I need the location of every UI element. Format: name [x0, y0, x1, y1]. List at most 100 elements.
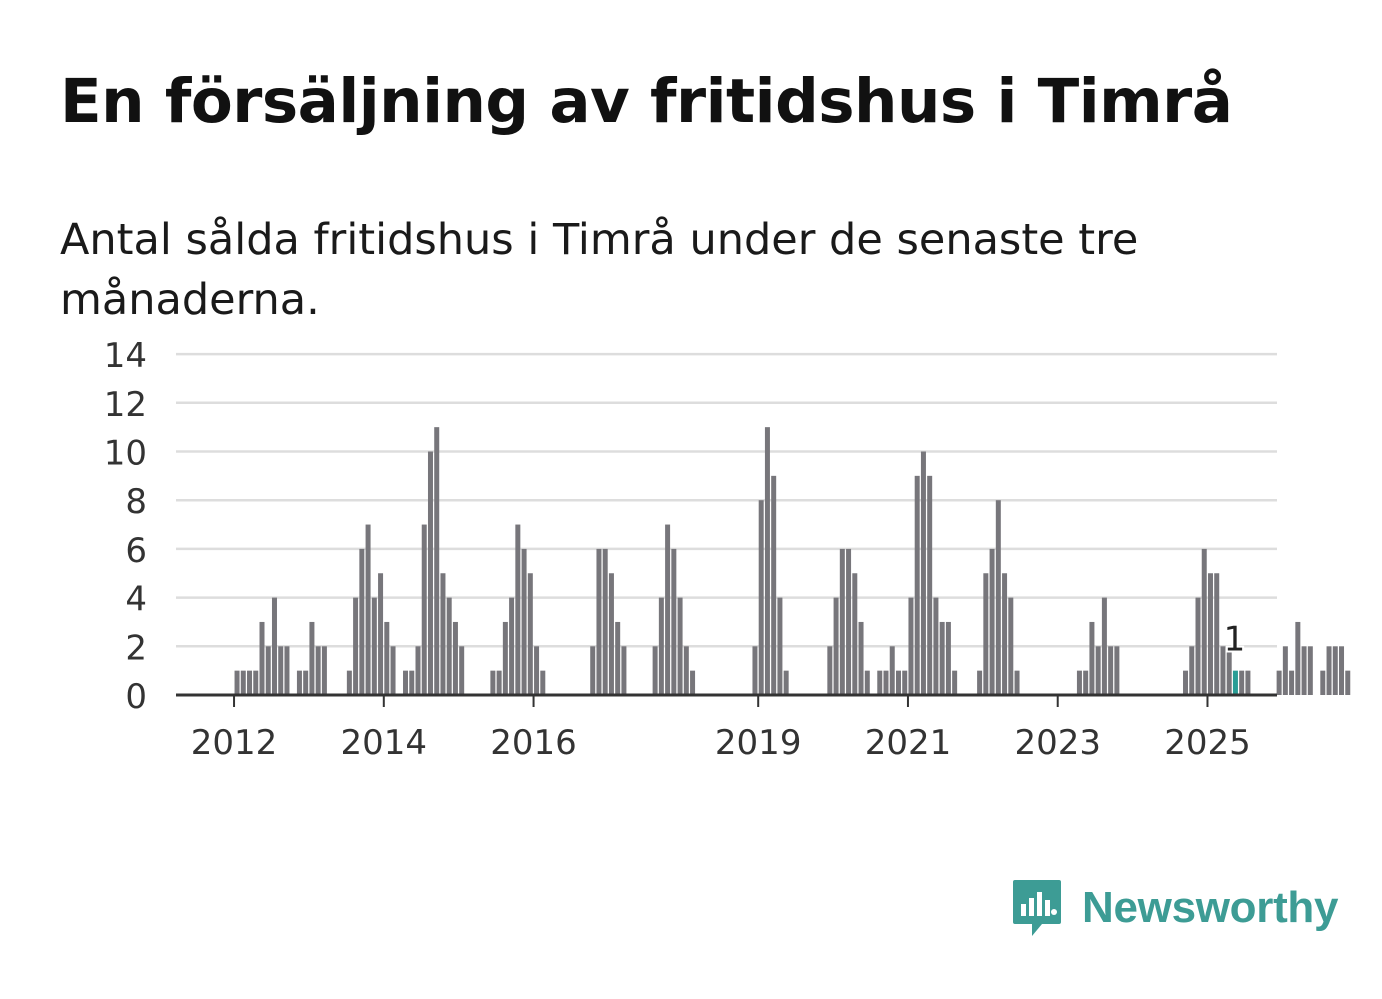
- bar: [421, 524, 427, 695]
- bar: [858, 621, 864, 695]
- bar: [1276, 670, 1282, 695]
- bar: [271, 597, 277, 695]
- bar: [521, 548, 527, 695]
- bar: [365, 524, 371, 695]
- bar: [665, 524, 671, 695]
- bar: [534, 646, 540, 695]
- chart-subtitle: Antal sålda fritidshus i Timrå under de …: [60, 215, 1139, 325]
- bar: [346, 670, 352, 695]
- y-tick-label: 10: [104, 434, 147, 474]
- bar: [278, 646, 284, 695]
- bar: [1183, 670, 1189, 695]
- bar: [764, 427, 770, 695]
- bar: [403, 670, 409, 695]
- bar: [434, 427, 440, 695]
- bar: [771, 475, 777, 695]
- bar: [1114, 646, 1120, 695]
- bar: [621, 646, 627, 695]
- y-tick-label: 14: [104, 336, 147, 376]
- bar: [902, 670, 908, 695]
- x-tick-label: 2023: [1014, 723, 1101, 763]
- bar: [371, 597, 377, 695]
- bars: [234, 427, 1351, 695]
- bar: [777, 597, 783, 695]
- bar: [658, 597, 664, 695]
- bar: [677, 597, 683, 695]
- y-tick-label: 6: [125, 531, 147, 571]
- bar: [1095, 646, 1101, 695]
- bar: [752, 646, 758, 695]
- bar: [864, 670, 870, 695]
- bar: [384, 621, 390, 695]
- bar: [914, 475, 920, 695]
- bar: [945, 621, 951, 695]
- bar: [995, 500, 1001, 695]
- bar: [602, 548, 608, 695]
- bar: [1226, 646, 1232, 695]
- bar: [296, 670, 302, 695]
- bar: [427, 451, 433, 695]
- bar: [608, 573, 614, 695]
- bar: [353, 597, 359, 695]
- bar: [440, 573, 446, 695]
- bar: [889, 646, 895, 695]
- bar: [452, 621, 458, 695]
- bar: [952, 670, 958, 695]
- x-tick-label: 2016: [490, 723, 577, 763]
- bar: [1239, 670, 1245, 695]
- y-tick-label: 0: [125, 677, 147, 717]
- bar: [321, 646, 327, 695]
- bar: [939, 621, 945, 695]
- bar: [827, 646, 833, 695]
- bar: [490, 670, 496, 695]
- bar: [234, 670, 240, 695]
- bar: [652, 646, 658, 695]
- bar: [908, 597, 914, 695]
- bar: [1083, 670, 1089, 695]
- bar-highlight: [1232, 670, 1238, 695]
- bar: [1320, 670, 1326, 695]
- bar: [1207, 573, 1213, 695]
- bar: [259, 621, 265, 695]
- bar: [1002, 573, 1008, 695]
- bar: [833, 597, 839, 695]
- bar: [1101, 597, 1107, 695]
- bar: [247, 670, 253, 695]
- bar: [265, 646, 271, 695]
- bar: [1289, 670, 1295, 695]
- x-tick-label: 2019: [715, 723, 802, 763]
- bar: [783, 670, 789, 695]
- bar: [1189, 646, 1195, 695]
- bar: [415, 646, 421, 695]
- bar: [1307, 646, 1313, 695]
- bar: [1245, 670, 1251, 695]
- x-tick-label: 2014: [341, 723, 428, 763]
- bar: [1339, 646, 1345, 695]
- chart-title: En försäljning av fritidshus i Timrå: [60, 66, 1233, 137]
- bar: [1076, 670, 1082, 695]
- bar: [409, 670, 415, 695]
- bar: [1332, 646, 1338, 695]
- brand-name: Newsworthy: [1082, 883, 1339, 932]
- bar: [615, 621, 621, 695]
- bar: [920, 451, 926, 695]
- y-tick-label: 2: [125, 628, 147, 668]
- bar: [852, 573, 858, 695]
- bar: [1195, 597, 1201, 695]
- bar: [590, 646, 596, 695]
- bar: [989, 548, 995, 695]
- bar: [509, 597, 515, 695]
- bar: [877, 670, 883, 695]
- bar: [496, 670, 502, 695]
- bar: [315, 646, 321, 695]
- x-tick-label: 2021: [865, 723, 952, 763]
- bar: [671, 548, 677, 695]
- bar: [303, 670, 309, 695]
- bar: [683, 646, 689, 695]
- x-axis-ticks: 2012 2014 2016 2019 2021 2023 2025: [191, 695, 1251, 763]
- y-axis-ticks: 0 2 4 6 8 10 12 14: [104, 336, 147, 717]
- bar: [253, 670, 259, 695]
- bar: [1014, 670, 1020, 695]
- bar: [690, 670, 696, 695]
- bar: [1326, 646, 1332, 695]
